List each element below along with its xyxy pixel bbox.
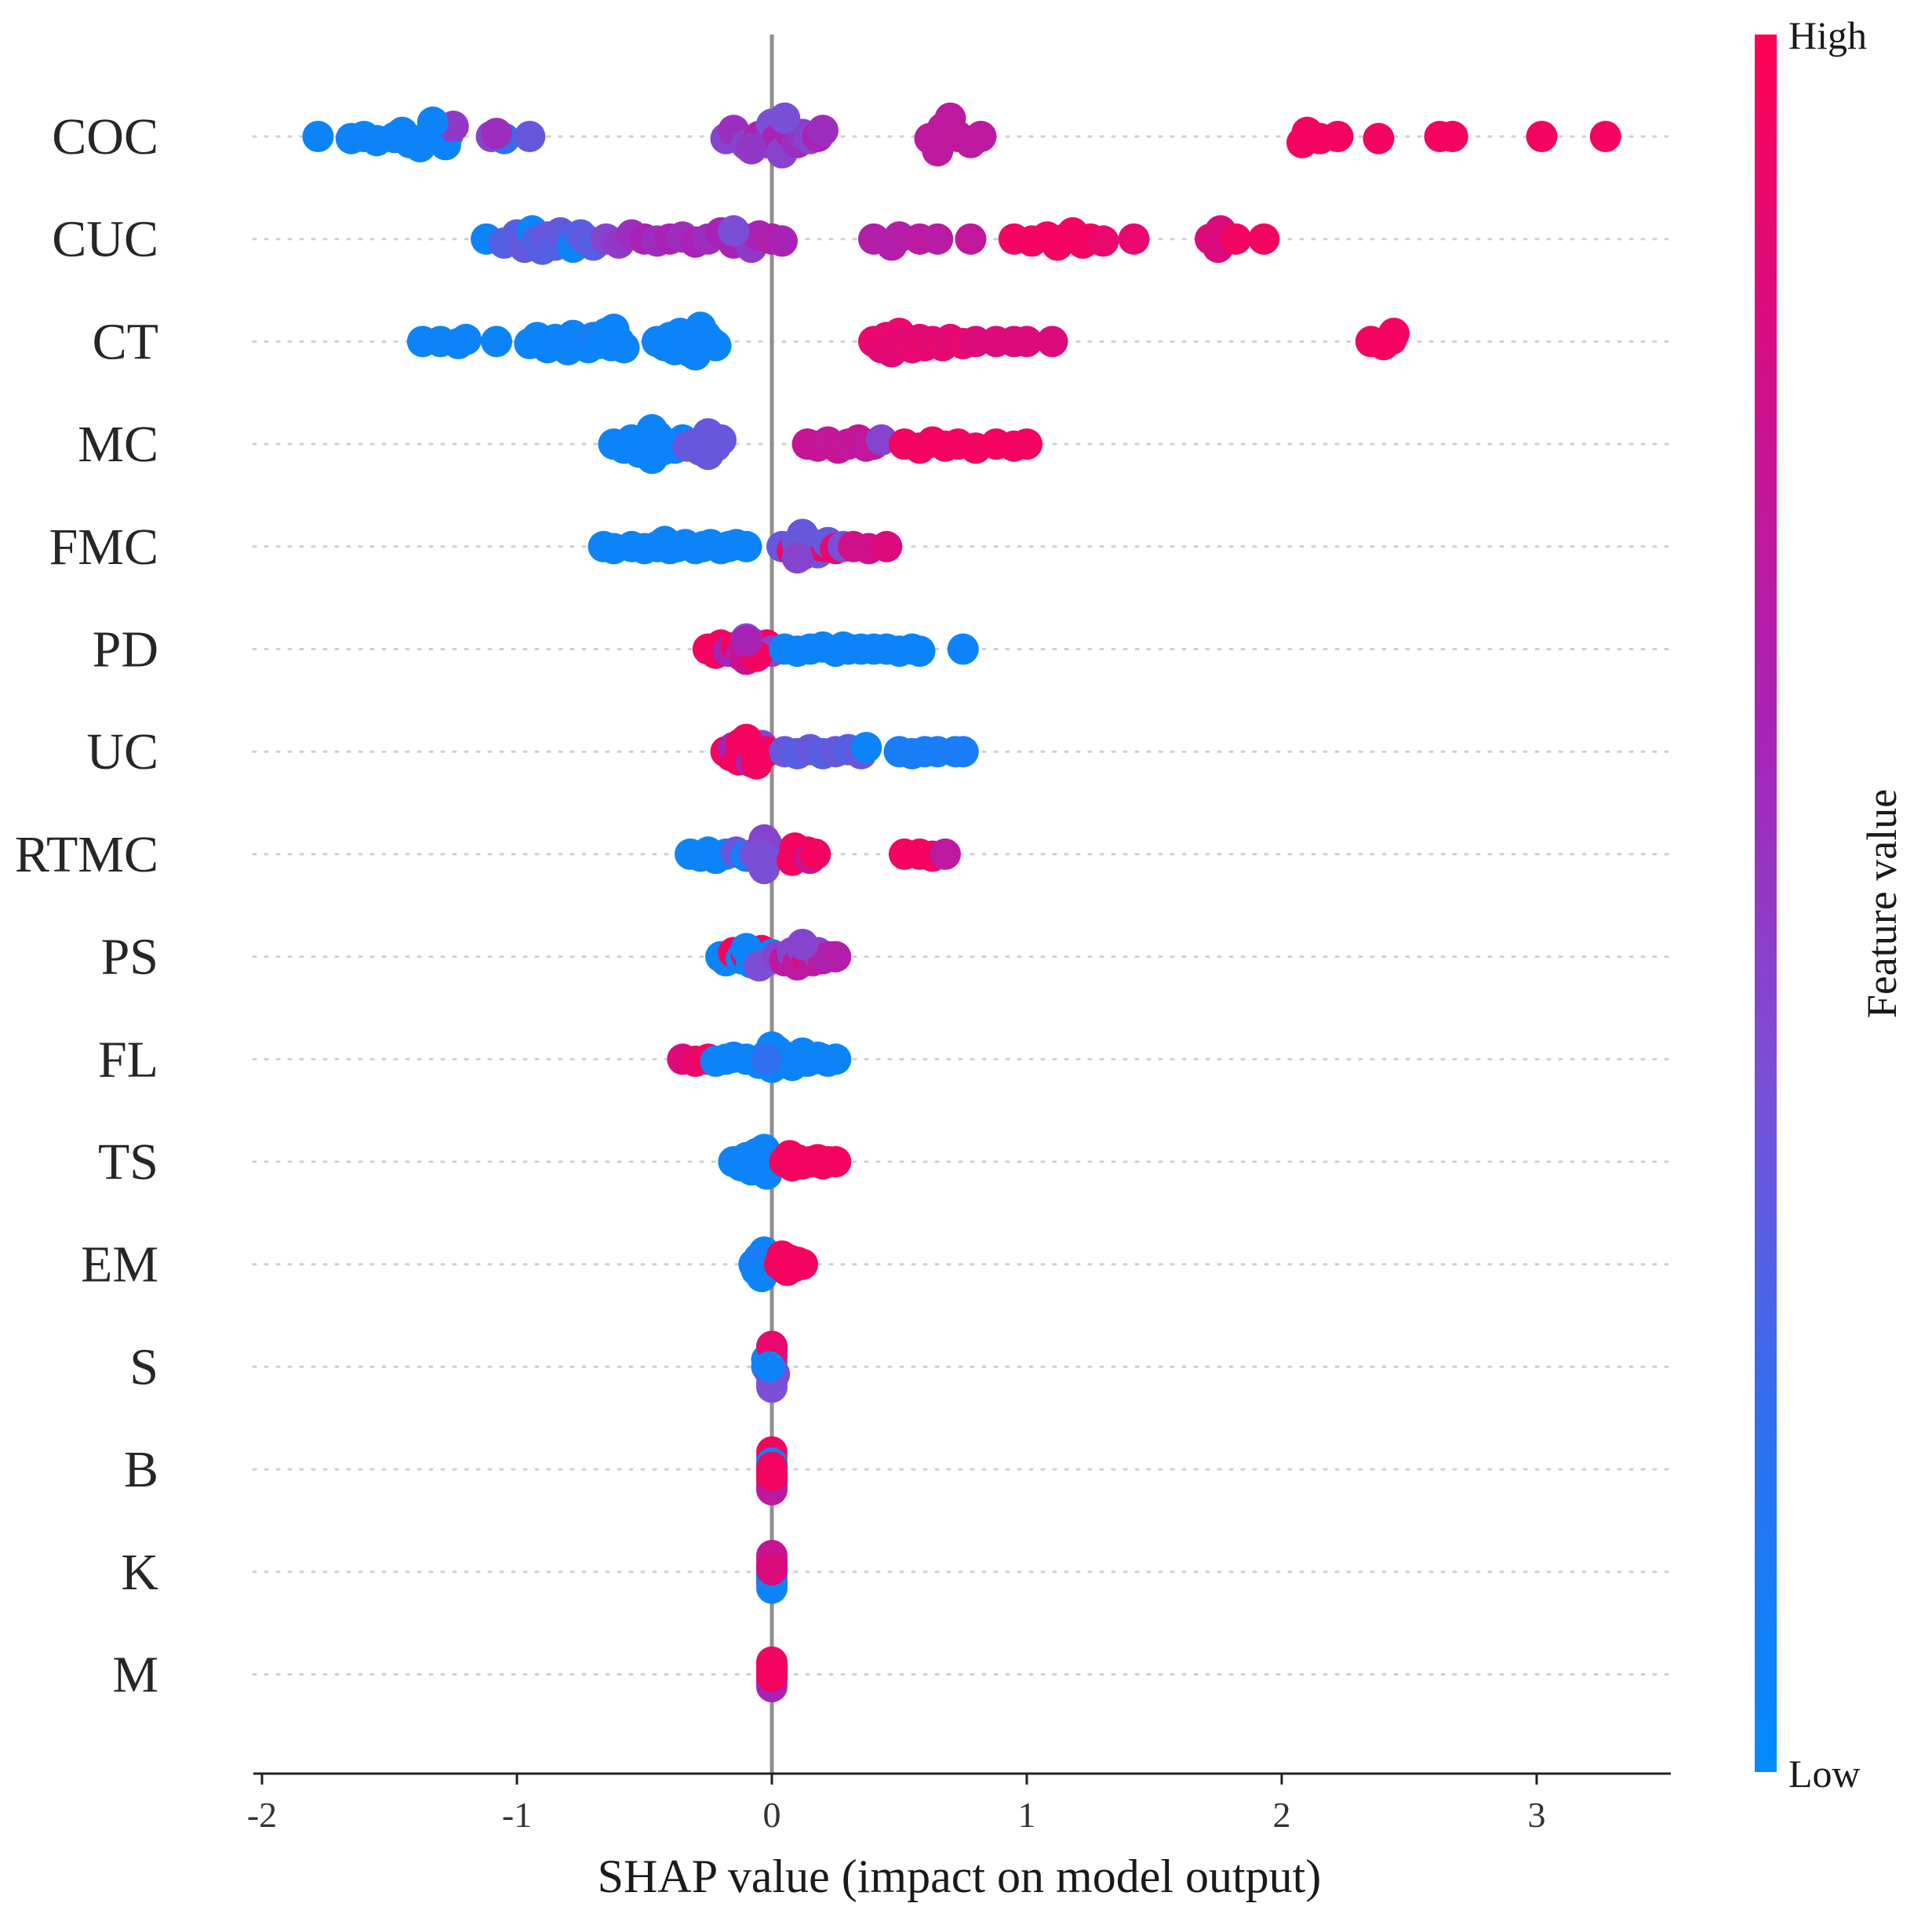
feature-label: PS	[101, 929, 158, 986]
feature-label: K	[121, 1544, 158, 1601]
shap-point	[807, 115, 839, 147]
shap-point	[904, 635, 936, 668]
shap-point	[730, 723, 762, 755]
shap-point	[1363, 122, 1395, 155]
x-ticks: -2 -1 0 1 2 3	[247, 1774, 1546, 1835]
colorbar-high-label: High	[1788, 13, 1867, 57]
shap-point	[756, 1661, 788, 1693]
shap-point	[740, 748, 773, 780]
shap-point	[450, 323, 482, 355]
shap-point	[756, 1554, 788, 1586]
shap-point	[736, 133, 767, 165]
x-tick-label: 2	[1273, 1795, 1291, 1835]
shap-point	[679, 339, 711, 371]
shap-point	[348, 121, 380, 152]
feature-label: TS	[98, 1134, 158, 1191]
shap-point	[481, 118, 512, 150]
shap-point	[753, 1351, 785, 1383]
shap-point	[302, 121, 334, 152]
feature-label: CT	[93, 313, 158, 370]
shap-point	[769, 102, 801, 134]
shap-point	[820, 1043, 852, 1075]
shap-point	[965, 121, 997, 152]
shap-point	[1036, 326, 1068, 358]
shap-point	[718, 215, 750, 247]
shap-point	[781, 542, 813, 574]
feature-label: EM	[81, 1236, 158, 1294]
x-tick-label: 0	[763, 1795, 781, 1835]
feature-label: FMC	[49, 519, 158, 576]
shap-point	[1589, 121, 1621, 152]
shap-point	[598, 313, 630, 345]
shap-point	[947, 633, 979, 665]
shap-point	[820, 1146, 852, 1177]
x-axis: -2 -1 0 1 2 3 SHAP value (impact on model out…	[247, 1772, 1671, 1902]
shap-point	[1118, 223, 1150, 255]
shap-point	[955, 223, 987, 255]
shap-point	[751, 1043, 783, 1075]
shap-point	[685, 311, 716, 344]
shap-point	[947, 736, 979, 768]
shap-point	[514, 121, 546, 152]
feature-label: CUC	[52, 211, 158, 268]
shap-point	[1436, 121, 1468, 152]
colorbar-low-label: Low	[1788, 1752, 1861, 1796]
shap-point	[1011, 428, 1042, 460]
feature-label: FL	[98, 1031, 158, 1088]
feature-label: M	[112, 1647, 158, 1704]
colorbar: High Low Feature value	[1755, 13, 1905, 1796]
shap-point	[756, 1451, 788, 1483]
shap-point	[743, 838, 775, 870]
shap-point	[930, 838, 961, 870]
shap-point	[1220, 223, 1252, 255]
shap-point	[481, 326, 512, 358]
feature-label: UC	[86, 723, 158, 781]
shap-point	[787, 519, 818, 551]
shap-point	[799, 838, 831, 870]
shap-point	[730, 625, 762, 657]
colorbar-bar	[1755, 35, 1777, 1772]
shap-point	[766, 1240, 798, 1272]
feature-label: B	[124, 1441, 158, 1498]
dots-layer	[302, 102, 1621, 1703]
feature-label: S	[129, 1338, 158, 1396]
feature-label: COC	[52, 108, 158, 166]
x-tick-label: -1	[502, 1795, 532, 1835]
shap-point	[743, 1146, 775, 1177]
x-tick-label: 1	[1018, 1795, 1036, 1835]
shap-point	[649, 526, 681, 558]
shap-point	[1322, 121, 1354, 152]
shap-point	[1011, 326, 1042, 358]
shap-point	[766, 225, 798, 257]
shap-point	[871, 530, 903, 562]
shap-point	[636, 442, 668, 475]
shap-point	[692, 418, 724, 450]
shap-point	[386, 116, 418, 148]
shap-point	[773, 1140, 806, 1172]
shap-point	[787, 929, 818, 960]
shap-point	[820, 941, 852, 973]
shap-point	[417, 106, 449, 138]
feature-label: RTMC	[15, 826, 158, 883]
shap-point	[1378, 318, 1410, 349]
shap-point	[730, 530, 762, 562]
feature-label: MC	[78, 416, 158, 473]
shap-point	[850, 732, 882, 763]
feature-label: PD	[93, 621, 158, 679]
x-axis-title: SHAP value (impact on model output)	[598, 1850, 1322, 1902]
shap-point	[1248, 223, 1280, 255]
shap-point	[636, 413, 668, 446]
colorbar-title: Feature value	[1858, 789, 1905, 1018]
shap-point	[1526, 121, 1558, 152]
shap-point	[922, 223, 954, 255]
row-guides	[252, 135, 1672, 1676]
shap-point	[1087, 225, 1119, 257]
x-tick-label: -2	[247, 1795, 277, 1835]
x-tick-label: 3	[1528, 1795, 1546, 1835]
shap-point	[828, 631, 859, 663]
